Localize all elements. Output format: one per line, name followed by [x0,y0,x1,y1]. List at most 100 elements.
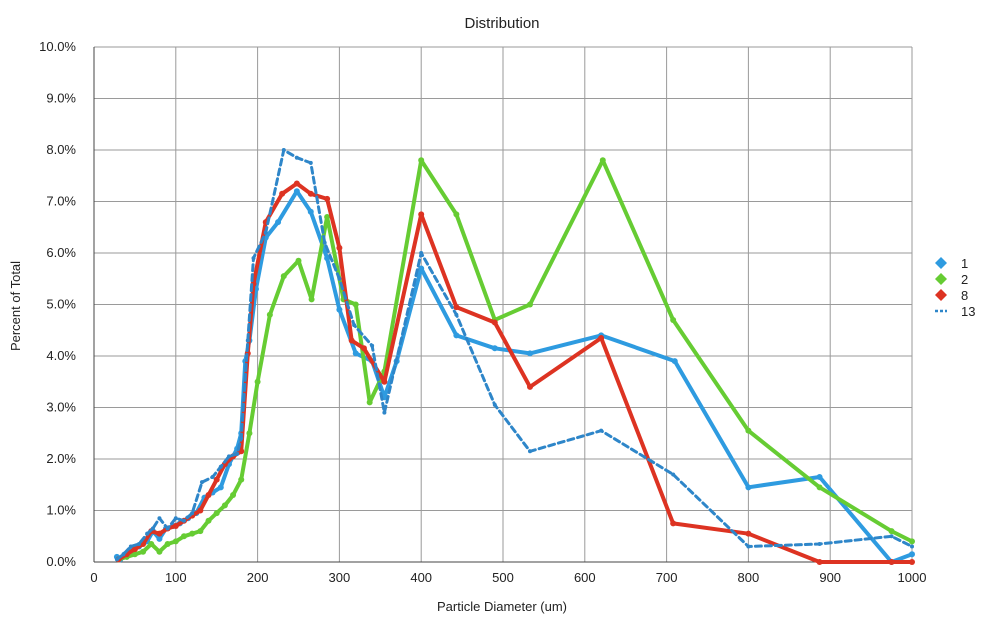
chart-title: Distribution [464,15,539,32]
series-2 [115,157,915,563]
data-point [293,180,300,187]
data-point [599,157,606,164]
data-point [888,559,895,565]
data-point [598,334,605,341]
data-point [181,518,186,523]
data-point [263,230,268,235]
data-point [454,312,459,317]
series-1 [113,188,915,565]
x-tick-label: 600 [574,570,596,585]
x-tick-label: 300 [329,570,351,585]
data-point [910,544,914,549]
data-point [324,195,331,202]
data-point [491,319,498,326]
legend-item-13: 13 [935,304,975,319]
data-point [199,480,204,485]
data-point [360,345,367,352]
tick-labels: 0 100 200 300 400 500 600 700 800 900 1000 0.0% 1.0%… [39,39,926,585]
data-point [671,358,678,365]
data-point [418,211,425,218]
data-point [418,265,425,272]
data-point [156,548,163,555]
data-point [205,492,212,499]
data-point [210,475,215,480]
x-tick-label: 1000 [898,570,927,585]
data-point [745,484,752,491]
data-point [136,541,141,546]
data-point [230,492,237,499]
data-point [526,383,533,390]
data-point [189,530,196,537]
data-point [246,430,253,437]
legend-label: 8 [961,288,968,303]
data-point [266,311,273,318]
data-point [121,552,126,557]
grid-lines [94,46,913,562]
data-point [307,208,314,215]
data-point [239,436,244,441]
data-point [281,148,286,152]
data-point [352,301,359,308]
data-point [145,531,150,536]
data-point [370,343,375,348]
series-line-8 [116,181,914,564]
series-lines [113,148,915,565]
data-point [453,304,460,311]
legend-swatch [935,289,947,301]
data-point [245,338,250,343]
data-point [816,474,823,481]
data-point [348,337,355,344]
data-point [172,538,179,545]
data-point [816,559,823,565]
data-point [254,378,261,385]
x-tick-label: 700 [656,570,678,585]
data-point [382,410,387,415]
data-point [336,306,343,313]
x-tick-label: 0 [90,570,97,585]
data-point [419,251,424,255]
data-point [322,240,327,245]
legend-item-1: 1 [935,256,968,271]
data-point [352,323,357,328]
data-point [307,190,314,197]
data-point [217,484,224,491]
data-point [453,211,460,218]
data-point [526,301,533,308]
x-tick-label: 200 [247,570,269,585]
data-point [909,538,915,545]
legend-label: 1 [961,256,968,271]
data-point [140,548,147,555]
data-point [131,546,138,553]
data-point [157,516,162,521]
data-point [889,534,894,539]
data-point [180,533,187,540]
data-point [251,256,256,261]
data-point [164,540,171,547]
data-point [670,520,677,527]
data-point [279,190,286,197]
x-tick-label: 500 [492,570,514,585]
data-point [909,551,915,558]
data-point [128,544,133,549]
series-line-1 [114,189,914,564]
data-point [491,345,498,352]
data-point [205,517,212,524]
data-point [352,350,359,357]
axes [93,47,912,563]
y-tick-label: 1.0% [46,503,76,518]
data-point [527,449,532,454]
data-point [172,522,179,529]
data-point [156,530,163,537]
legend-item-2: 2 [935,272,968,287]
data-point [221,502,228,509]
data-point [218,464,223,469]
data-point [213,476,220,483]
x-tick-label: 100 [165,570,187,585]
data-point [381,378,388,385]
data-point [293,188,300,195]
data-point [308,160,313,165]
y-tick-label: 6.0% [46,245,76,260]
